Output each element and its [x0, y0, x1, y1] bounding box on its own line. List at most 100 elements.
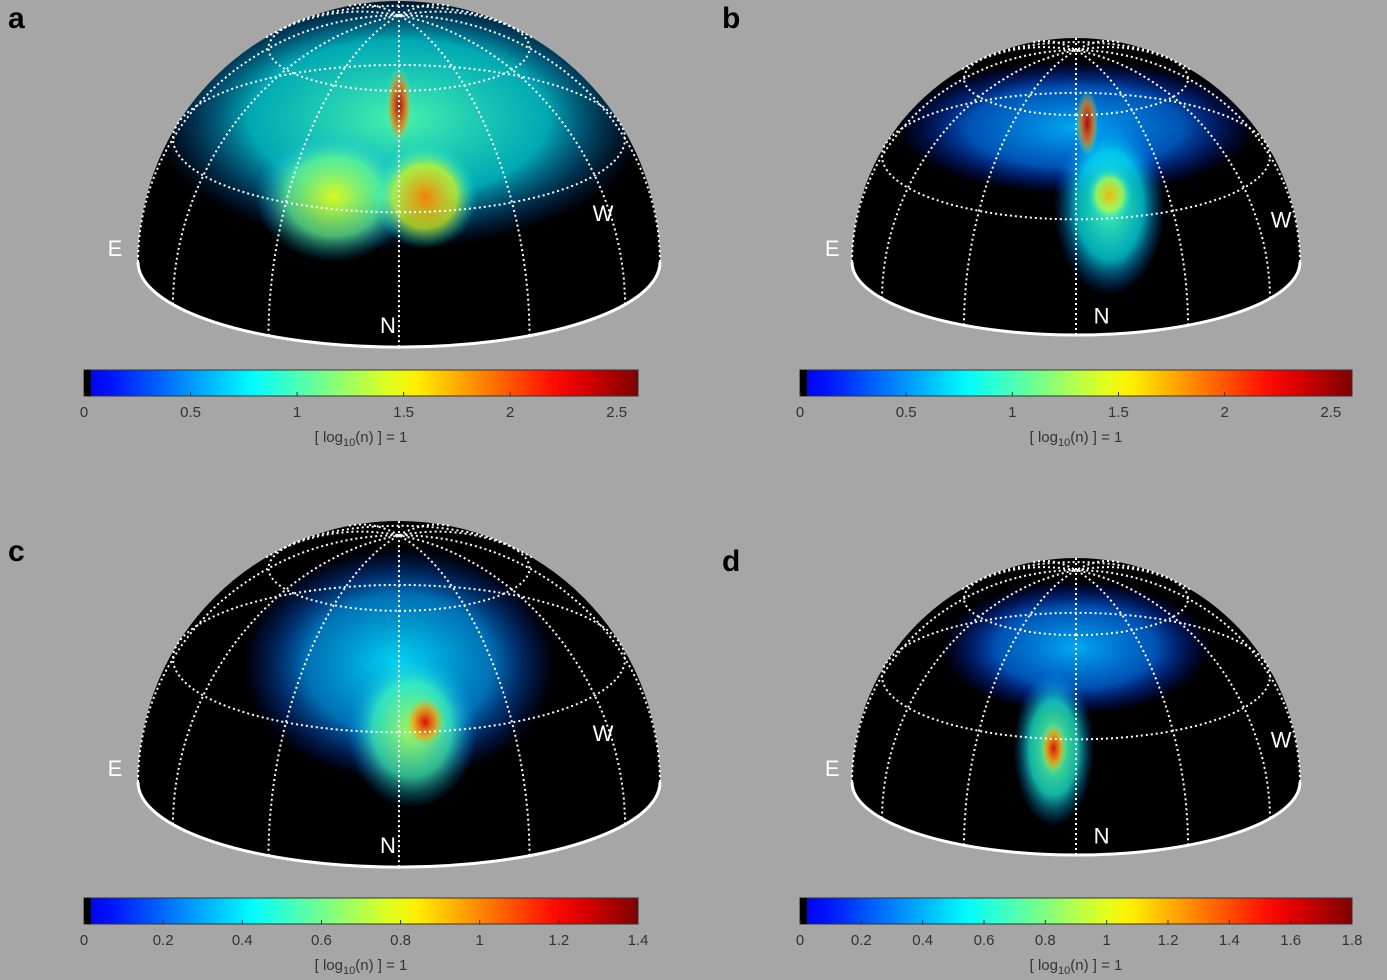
density-blob	[1087, 167, 1132, 222]
panel: d E W N 0 0.2 0.4 0.6 0.8 1 1.2 1.4 1.6 1.8 [ log10(n)…	[722, 545, 1362, 977]
colorbar-label: [ log10(n) ] = 1	[1030, 429, 1123, 449]
grid-line	[1075, 559, 1120, 572]
label-part: [ log	[315, 429, 343, 446]
grid-line	[880, 611, 1272, 741]
panel-letter: a	[8, 2, 25, 35]
tick-label: 0.2	[851, 932, 872, 949]
density-shading	[896, 60, 1256, 296]
label-part: (n) ] = 1	[1070, 429, 1122, 446]
density-blob	[1040, 721, 1068, 776]
tick-label: 1	[1102, 932, 1110, 949]
grid-line	[880, 91, 1272, 221]
grid-line	[172, 14, 400, 305]
direction-label: N	[1094, 304, 1110, 329]
colorbar-zero	[84, 370, 91, 396]
grid-line	[881, 49, 1077, 299]
grid-line	[1075, 39, 1120, 52]
direction-label: W	[593, 201, 614, 226]
grid-line	[851, 49, 1077, 263]
colorbar-label: [ log10(n) ] = 1	[315, 429, 408, 449]
density-blob	[404, 695, 446, 749]
colorbar	[83, 897, 639, 925]
colorbar-zero	[84, 898, 91, 924]
label-subscript: 10	[1058, 965, 1070, 977]
grid-line	[267, 524, 531, 612]
grid-line	[1075, 49, 1189, 326]
tick-label: 0.8	[390, 932, 411, 949]
grid-line	[1075, 569, 1189, 846]
tick-label: 0.5	[896, 404, 917, 421]
colorbar	[799, 369, 1353, 397]
grid-line	[137, 534, 399, 783]
tick-label: 0	[80, 404, 88, 421]
rim	[136, 261, 662, 349]
tick-label: 2	[506, 404, 514, 421]
grid-line	[171, 63, 627, 214]
tick-label: 1.2	[548, 932, 569, 949]
label-part: (n) ] = 1	[1070, 957, 1122, 974]
density-blob	[1076, 89, 1099, 157]
tick-label: 2	[1220, 404, 1228, 421]
direction-label: E	[108, 236, 123, 261]
colorbar-zero	[800, 898, 807, 924]
direction-label: E	[825, 756, 840, 781]
grid-line	[398, 534, 626, 825]
label-subscript: 10	[343, 965, 355, 977]
grid-line	[963, 49, 1077, 326]
label-part: (n) ] = 1	[355, 957, 407, 974]
tick-label: 0.6	[311, 932, 332, 949]
label-part: [ log	[1030, 429, 1058, 446]
label-subscript: 10	[1058, 437, 1070, 449]
density-shading	[242, 547, 556, 809]
label-part: [ log	[1030, 957, 1058, 974]
tick-label: 1.2	[1158, 932, 1179, 949]
grid-line	[171, 583, 627, 734]
grid-line	[267, 14, 400, 336]
tick-label: 0.2	[153, 932, 174, 949]
colorbar	[799, 897, 1353, 925]
direction-label: N	[380, 833, 396, 858]
rim	[850, 261, 1302, 337]
grid-line	[1075, 49, 1301, 263]
grid-line	[1075, 569, 1271, 819]
tick-label: 0	[796, 404, 804, 421]
panel: a E W N 0 0.5 1 1.5 2 2.5 [ log10(n) ] = 1	[8, 1, 662, 449]
rim	[850, 781, 1302, 857]
grid-line	[398, 14, 531, 336]
tick-label: 1.5	[393, 404, 414, 421]
direction-label: E	[825, 236, 840, 261]
colorbar-label: [ log10(n) ] = 1	[315, 957, 408, 977]
grid-line	[399, 14, 661, 263]
tick-label: 2.5	[1320, 404, 1341, 421]
tick-label: 1.6	[1280, 932, 1301, 949]
density-blob	[372, 144, 478, 249]
grid-line	[1032, 559, 1077, 572]
tick-label: 1	[476, 932, 484, 949]
tick-label: 0.4	[232, 932, 253, 949]
tick-label: 0	[80, 932, 88, 949]
grid-line	[398, 14, 626, 305]
tick-label: 0.5	[180, 404, 201, 421]
direction-label: W	[1271, 207, 1292, 232]
grid-line	[172, 534, 400, 825]
grid-line	[1032, 39, 1077, 52]
tick-label: 1	[1008, 404, 1016, 421]
panel-letter: c	[8, 535, 25, 568]
tick-label: 1	[293, 404, 301, 421]
direction-label: W	[593, 721, 614, 746]
direction-label: W	[1271, 727, 1292, 752]
panel-letter: d	[722, 545, 740, 578]
tick-label: 1.5	[1108, 404, 1129, 421]
direction-label: N	[1094, 824, 1110, 849]
grid-line	[267, 4, 531, 92]
colorbar-label: [ log10(n) ] = 1	[1030, 957, 1123, 977]
grid-line	[137, 14, 399, 263]
direction-label: N	[380, 313, 396, 338]
density-blob	[896, 60, 1256, 195]
colorbar	[83, 369, 639, 397]
panel: b E W N 0 0.5 1 1.5 2 2.5 [ log10(n) ] = 1	[722, 2, 1353, 449]
label-part: (n) ] = 1	[355, 429, 407, 446]
label-subscript: 10	[343, 437, 355, 449]
direction-label: E	[108, 756, 123, 781]
